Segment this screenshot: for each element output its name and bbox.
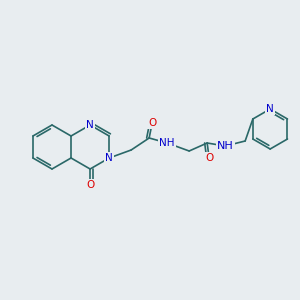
Text: N: N xyxy=(86,120,94,130)
Text: N: N xyxy=(105,153,113,163)
Text: NH: NH xyxy=(159,138,175,148)
Text: NH: NH xyxy=(217,141,233,151)
Text: N: N xyxy=(266,104,274,114)
Text: O: O xyxy=(148,118,156,128)
Text: O: O xyxy=(205,153,213,163)
Text: O: O xyxy=(86,180,94,190)
